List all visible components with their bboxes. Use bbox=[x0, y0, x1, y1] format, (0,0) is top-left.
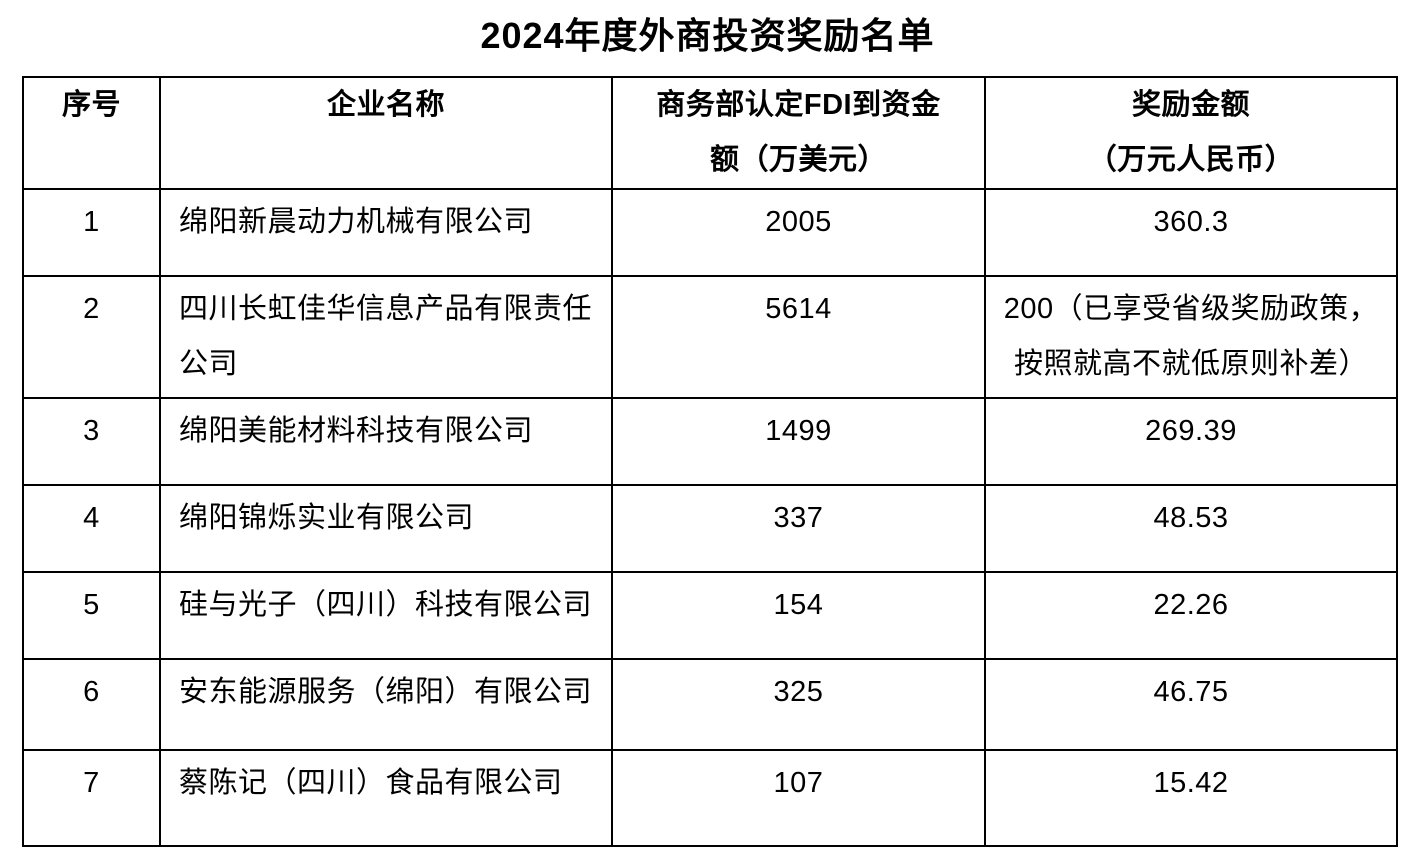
header-company-name: 企业名称 bbox=[159, 76, 613, 190]
serial-number-cell: 3 bbox=[22, 397, 161, 486]
fdi-amount-cell: 2005 bbox=[611, 188, 986, 277]
header-serial-number: 序号 bbox=[22, 76, 161, 190]
page-title: 2024年度外商投资奖励名单 bbox=[480, 15, 935, 56]
table-row: 6 安东能源服务（绵阳）有限公司 325 46.75 bbox=[22, 658, 1398, 751]
fdi-amount-cell: 5614 bbox=[611, 275, 986, 399]
company-name-cell: 硅与光子（四川）科技有限公司 bbox=[159, 571, 613, 660]
table-row: 7 蔡陈记（四川）食品有限公司 107 15.42 bbox=[22, 749, 1398, 847]
reward-table: 序号 企业名称 商务部认定FDI到资金 额（万美元） 奖励金额 （万元人民币） … bbox=[22, 76, 1398, 847]
fdi-amount-cell: 1499 bbox=[611, 397, 986, 486]
serial-number-cell: 6 bbox=[22, 658, 161, 751]
fdi-amount-cell: 154 bbox=[611, 571, 986, 660]
fdi-amount-cell: 337 bbox=[611, 484, 986, 573]
header-reward-amount: 奖励金额 （万元人民币） bbox=[984, 76, 1398, 190]
reward-amount-cell: 46.75 bbox=[984, 658, 1398, 751]
reward-amount-cell: 15.42 bbox=[984, 749, 1398, 847]
table-row: 3 绵阳美能材料科技有限公司 1499 269.39 bbox=[22, 397, 1398, 486]
table-row: 1 绵阳新晨动力机械有限公司 2005 360.3 bbox=[22, 188, 1398, 277]
serial-number-cell: 1 bbox=[22, 188, 161, 277]
table-header: 序号 企业名称 商务部认定FDI到资金 额（万美元） 奖励金额 （万元人民币） bbox=[22, 76, 1398, 190]
company-name-cell: 绵阳锦烁实业有限公司 bbox=[159, 484, 613, 573]
reward-amount-cell: 22.26 bbox=[984, 571, 1398, 660]
reward-amount-cell: 269.39 bbox=[984, 397, 1398, 486]
reward-amount-cell: 360.3 bbox=[984, 188, 1398, 277]
table-row: 2 四川长虹佳华信息产品有限责任公司 5614 200（已享受省级奖励政策， 按… bbox=[22, 275, 1398, 399]
serial-number-cell: 7 bbox=[22, 749, 161, 847]
company-name-cell: 绵阳新晨动力机械有限公司 bbox=[159, 188, 613, 277]
fdi-amount-cell: 325 bbox=[611, 658, 986, 751]
header-fdi-amount: 商务部认定FDI到资金 额（万美元） bbox=[611, 76, 986, 190]
serial-number-cell: 4 bbox=[22, 484, 161, 573]
company-name-cell: 蔡陈记（四川）食品有限公司 bbox=[159, 749, 613, 847]
fdi-amount-cell: 107 bbox=[611, 749, 986, 847]
company-name-cell: 四川长虹佳华信息产品有限责任公司 bbox=[159, 275, 613, 399]
serial-number-cell: 2 bbox=[22, 275, 161, 399]
table-row: 4 绵阳锦烁实业有限公司 337 48.53 bbox=[22, 484, 1398, 573]
reward-amount-cell: 48.53 bbox=[984, 484, 1398, 573]
header-row: 序号 企业名称 商务部认定FDI到资金 额（万美元） 奖励金额 （万元人民币） bbox=[22, 76, 1398, 190]
table-row: 5 硅与光子（四川）科技有限公司 154 22.26 bbox=[22, 571, 1398, 660]
serial-number-cell: 5 bbox=[22, 571, 161, 660]
company-name-cell: 绵阳美能材料科技有限公司 bbox=[159, 397, 613, 486]
company-name-cell: 安东能源服务（绵阳）有限公司 bbox=[159, 658, 613, 751]
table-body: 1 绵阳新晨动力机械有限公司 2005 360.3 2 四川长虹佳华信息产品有限… bbox=[22, 188, 1398, 847]
reward-amount-cell: 200（已享受省级奖励政策， 按照就高不就低原则补差） bbox=[984, 275, 1398, 399]
